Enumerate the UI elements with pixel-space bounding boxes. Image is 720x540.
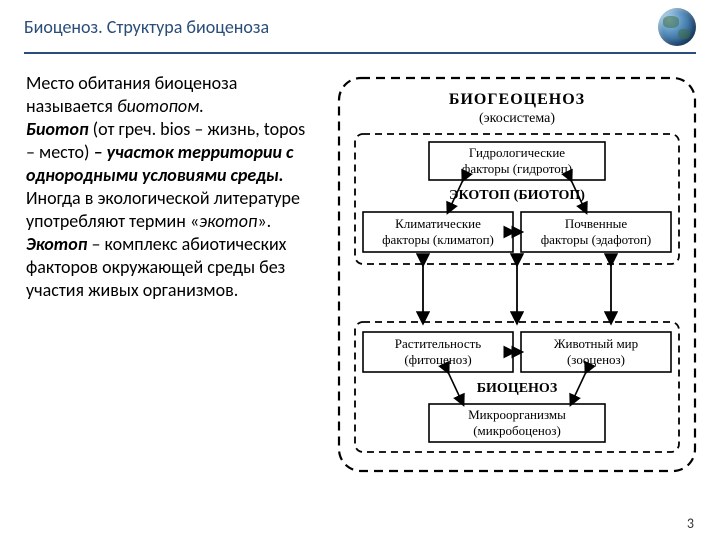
biocenosis-title: БИОЦЕНОЗ (477, 381, 557, 396)
hydro-l1: Гидрологические (469, 145, 565, 160)
hydro-l2: факторы (гидротоп) (462, 161, 572, 176)
para-3: Иногда в экологической литературе употре… (26, 187, 316, 233)
outer-title-2: (экосистема) (479, 111, 555, 126)
fauna-l1: Животный мир (554, 336, 638, 351)
para-4: Экотоп – комплекс абиотических факторов … (26, 233, 316, 302)
veg-l2: (фитоценоз) (404, 352, 471, 367)
climate-l2: факторы (климатоп) (382, 232, 494, 247)
p3-tail: ». (257, 210, 271, 232)
page-number: 3 (687, 515, 694, 532)
p1-term: биотопом. (117, 95, 204, 117)
biogeocenosis-diagram: БИОГЕОЦЕНОЗ (экосистема) Гидрологические… (333, 72, 701, 477)
page-title: Биоценоз. Структура биоценоза (24, 16, 269, 38)
micro-l2: (микробоценоз) (473, 423, 561, 438)
p3-term: экотоп (199, 210, 257, 232)
outer-title-1: БИОГЕОЦЕНОЗ (449, 91, 585, 108)
para-2: Биотоп (от греч. bios – жизнь, topos – м… (26, 118, 316, 187)
soil-l1: Почвенные (565, 216, 628, 231)
soil-l2: факторы (эдафотоп) (541, 232, 652, 247)
globe-icon (658, 8, 696, 46)
para-1: Место обитания биоценоза называется биот… (26, 72, 316, 118)
p2-lead: Биотоп (26, 118, 89, 140)
micro-l1: Микроорганизмы (468, 407, 566, 422)
fauna-l2: (зооценоз) (567, 352, 625, 367)
diagram-container: БИОГЕОЦЕНОЗ (экосистема) Гидрологические… (330, 72, 704, 477)
ecotop-title: ЭКОТОП (БИОТОП) (449, 188, 585, 203)
p4-lead: Экотоп (26, 233, 87, 255)
veg-l1: Растительность (395, 336, 482, 351)
header: Биоценоз. Структура биоценоза (0, 0, 720, 46)
body-text: Место обитания биоценоза называется биот… (26, 72, 316, 477)
content-row: Место обитания биоценоза называется биот… (0, 54, 720, 477)
climate-l1: Климатические (395, 216, 481, 231)
